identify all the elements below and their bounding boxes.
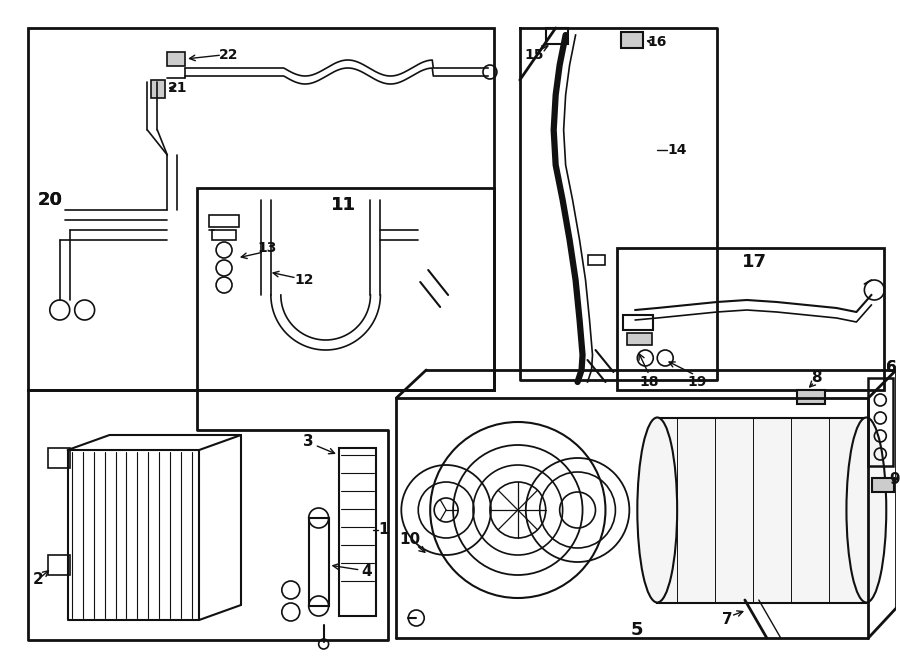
Ellipse shape [846, 418, 886, 602]
Bar [48, 555, 69, 575]
Text: 6: 6 [886, 360, 896, 375]
Bar [197, 188, 494, 390]
Text: 6: 6 [886, 360, 896, 375]
Text: 2: 2 [32, 572, 43, 588]
Text: 13: 13 [257, 241, 276, 255]
Bar [151, 80, 166, 98]
Text: 1: 1 [378, 522, 389, 537]
Text: 12: 12 [294, 273, 313, 287]
Text: 11: 11 [331, 196, 356, 214]
Text: 5: 5 [631, 621, 644, 639]
Text: 18: 18 [640, 375, 659, 389]
Bar [617, 248, 885, 390]
Bar [624, 315, 653, 330]
Text: 17: 17 [742, 253, 768, 271]
Bar [872, 478, 895, 492]
Text: 4: 4 [361, 564, 372, 580]
Text: 20: 20 [37, 191, 62, 209]
Bar [28, 28, 494, 390]
Bar [588, 255, 606, 265]
Text: 19: 19 [688, 375, 706, 389]
Text: 8: 8 [811, 371, 822, 385]
Text: 22: 22 [220, 48, 238, 62]
Bar [167, 52, 185, 66]
Text: 15: 15 [524, 48, 544, 62]
Bar [796, 390, 824, 404]
Text: 16: 16 [648, 35, 667, 49]
Text: 7: 7 [722, 613, 733, 627]
Bar [621, 32, 644, 48]
Bar [212, 230, 236, 240]
Bar [545, 28, 568, 44]
Bar [657, 418, 867, 603]
Text: 10: 10 [400, 533, 421, 547]
Bar [868, 378, 894, 466]
Ellipse shape [637, 418, 677, 602]
Text: 9: 9 [889, 473, 900, 488]
Text: 3: 3 [303, 434, 314, 449]
Text: 11: 11 [331, 196, 356, 214]
Bar [338, 448, 376, 616]
Text: 14: 14 [668, 143, 687, 157]
Text: 21: 21 [167, 81, 187, 95]
Bar [627, 333, 652, 345]
Bar [48, 448, 69, 468]
Bar [309, 518, 328, 606]
Bar [209, 215, 239, 227]
Text: 20: 20 [37, 191, 62, 209]
